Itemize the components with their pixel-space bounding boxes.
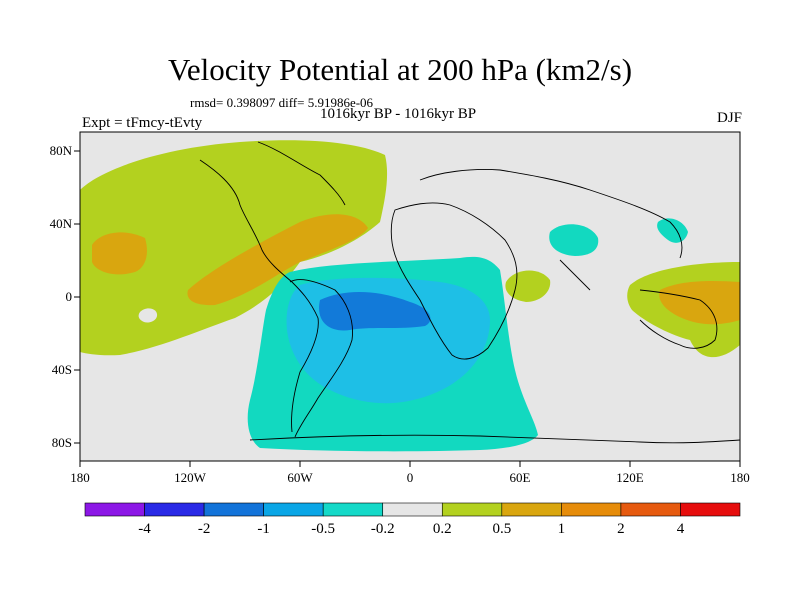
y-tick-label: 80S <box>52 435 72 450</box>
x-tick-label: 60W <box>287 470 313 485</box>
contour-orange-east-pacific <box>92 232 147 275</box>
x-tick-label: 60E <box>510 470 531 485</box>
x-tick-label: 180 <box>70 470 90 485</box>
statistics-label: rmsd= 0.398097 diff= 5.91986e-06 <box>190 95 374 110</box>
colorbar-label: 0.2 <box>433 521 452 537</box>
y-tick-label: 0 <box>66 289 73 304</box>
contour-field <box>80 132 740 461</box>
contour-neutral-hole <box>138 308 158 323</box>
coastlines <box>199 141 740 444</box>
colorbar: -4 -2 -1 -0.5 -0.2 0.2 0.5 1 2 4 <box>84 502 741 537</box>
colorbar-label: -0.5 <box>311 521 335 537</box>
colorbar-label: -4 <box>138 521 151 537</box>
contour-blue-core <box>319 291 431 331</box>
x-axis: 180 120W 60W 0 60E 120E 180 <box>70 461 750 485</box>
colorbar-swatch <box>561 502 622 517</box>
colorbar-swatch <box>441 502 503 517</box>
colorbar-label: -2 <box>198 521 211 537</box>
colorbar-swatch <box>84 502 145 517</box>
colorbar-swatch <box>620 502 681 517</box>
colorbar-label: 4 <box>677 521 685 537</box>
contour-orange-central-atlantic <box>187 214 368 306</box>
colorbar-swatch <box>144 502 205 517</box>
colorbar-label: 0.5 <box>492 521 511 537</box>
colorbar-label: 1 <box>558 521 566 537</box>
y-tick-label: 40N <box>50 216 73 231</box>
x-tick-label: 120E <box>616 470 644 485</box>
experiment-label: Expt = tFmcy-tEvty <box>82 115 203 131</box>
colorbar-swatch <box>263 502 324 517</box>
x-tick-label: 180 <box>730 470 750 485</box>
colorbar-label: 2 <box>617 521 625 537</box>
contour-green-northwest <box>80 140 388 356</box>
colorbar-label: -0.2 <box>371 521 395 537</box>
y-tick-label: 40S <box>52 362 72 377</box>
map-title: Velocity Potential at 200 hPa (km2/s) <box>167 52 633 87</box>
colorbar-swatch <box>322 502 384 517</box>
contour-orange-maritime <box>659 280 740 325</box>
colorbar-swatch <box>501 502 562 517</box>
colorbar-swatch <box>382 502 443 517</box>
colorbar-swatch <box>203 502 264 517</box>
y-axis: 80N 40N 0 40S 80S <box>50 143 80 450</box>
contour-teal-arabian-sea <box>549 224 599 256</box>
season-label: DJF <box>716 110 742 126</box>
period-label: 1016kyr BP - 1016kyr BP <box>320 106 477 122</box>
colorbar-label: -1 <box>257 521 270 537</box>
colorbar-swatch <box>680 502 741 517</box>
x-tick-label: 120W <box>174 470 207 485</box>
x-tick-label: 0 <box>407 470 414 485</box>
y-tick-label: 80N <box>50 143 73 158</box>
